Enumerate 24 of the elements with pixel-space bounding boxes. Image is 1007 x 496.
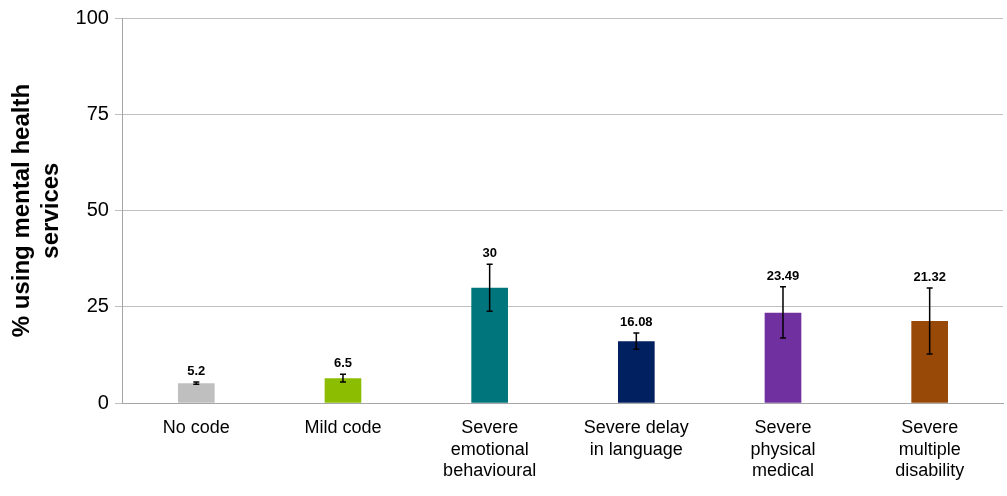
x-tick-label: Severe delay in language: [583, 416, 689, 459]
bar: [911, 321, 948, 403]
data-label: 30: [482, 245, 497, 261]
data-label: 21.32: [913, 269, 946, 285]
x-tick-label: Mild code: [304, 416, 382, 437]
bar: [177, 383, 215, 403]
y-tick-label: 25: [86, 294, 109, 317]
x-tick-label: Severe physical medical: [750, 416, 816, 481]
x-tick-label: Severe emotional behavioural: [443, 416, 537, 481]
data-label: 16.08: [620, 314, 653, 330]
y-tick-label: 100: [75, 5, 109, 28]
y-axis-title: % using mental health services: [7, 83, 63, 338]
x-tick-label: Severe multiple disability: [895, 416, 965, 481]
bar: [764, 312, 802, 403]
data-label: 5.2: [187, 363, 206, 379]
data-label: 6.5: [333, 355, 353, 371]
bar: [617, 341, 655, 403]
x-tick-label: No code: [162, 416, 230, 437]
y-tick-label: 75: [86, 101, 109, 124]
bar: [324, 378, 362, 403]
data-label: 23.49: [766, 267, 800, 283]
y-tick-label: 0: [97, 390, 109, 413]
y-tick-label: 50: [86, 198, 109, 221]
bar: [471, 287, 508, 403]
